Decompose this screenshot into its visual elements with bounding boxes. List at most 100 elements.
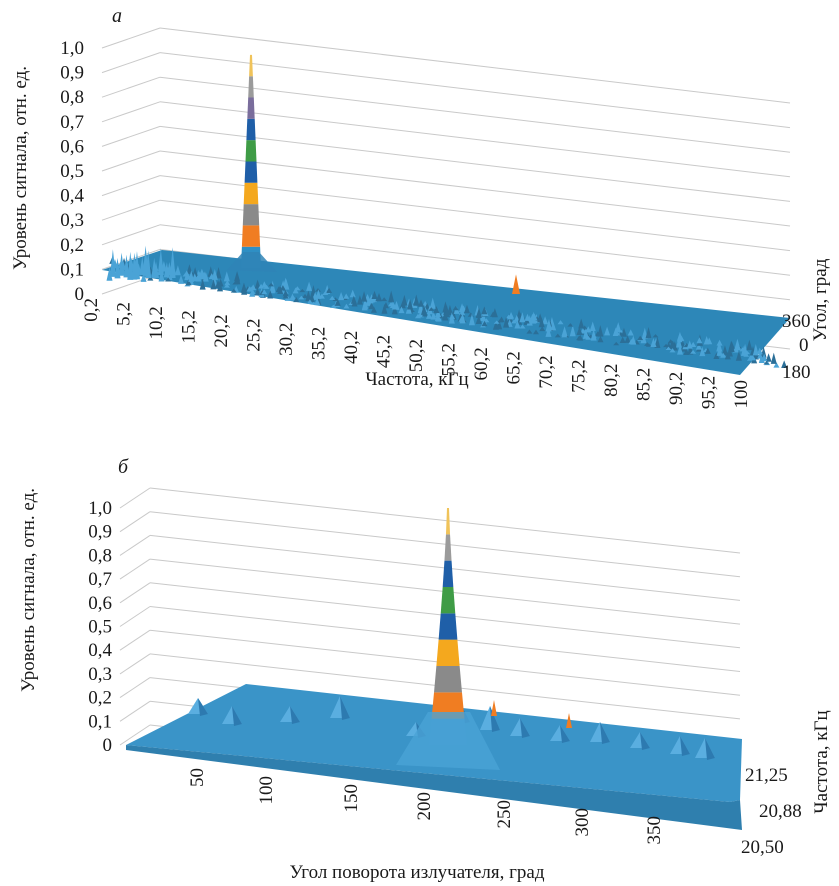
noise-spike: [292, 287, 299, 294]
noise-spike: [569, 325, 576, 337]
noise-spike: [178, 274, 185, 284]
y-tick-label: 0,5: [88, 617, 112, 638]
panel-b-y-tick-labels: 0 0,10,2 0,3 0,40,5 0,6 0,7 0,80,9 1,0: [88, 498, 112, 756]
y-tick-label: 0: [103, 735, 113, 756]
noise-spike: [590, 328, 597, 341]
gridline: [101, 101, 161, 123]
noise-spike: [526, 329, 533, 334]
noise-spike: [503, 316, 510, 328]
noise-spike: [550, 321, 557, 331]
noise-spike: [699, 346, 706, 357]
x-tick-label: 65,2: [504, 351, 525, 384]
noise-spike: [426, 311, 433, 319]
noise-spike: [760, 346, 767, 358]
noise-spike: [576, 326, 583, 336]
noise-spike: [413, 294, 420, 306]
gridline: [101, 125, 161, 147]
noise-spike: [106, 267, 113, 281]
noise-spike: [481, 320, 488, 327]
noise-spike: [258, 283, 265, 289]
x-tick-label: 45,2: [374, 335, 395, 368]
noise-spike: [381, 297, 388, 302]
noise-spike: [628, 338, 635, 345]
peak-band: [248, 76, 254, 98]
noise-spike: [157, 248, 164, 276]
noise-spike: [282, 289, 289, 297]
noise-spike: [306, 299, 313, 304]
chart-panel-a: а 0 0,1 0,2 0,3 0,4 0,5 0,6 0,7 0,8 0,9 1,0 0,2 5,2…: [10, 5, 831, 409]
noise-spike: [513, 314, 520, 322]
peak-band: [440, 587, 456, 614]
noise-spike: [182, 272, 189, 277]
z-tick-label: 0: [799, 335, 809, 356]
gridline: [101, 175, 161, 197]
noise-spike: [215, 267, 222, 279]
noise-spike: [199, 278, 206, 290]
gridline: [119, 653, 151, 675]
gridline: [101, 27, 161, 49]
gridline: [159, 199, 791, 276]
noise-spike: [217, 282, 224, 292]
noise-spike: [770, 352, 777, 364]
noise-spike: [234, 270, 241, 282]
noise-spike: [330, 304, 337, 308]
x-tick-label: 50: [187, 768, 208, 787]
noise-spike: [545, 326, 552, 337]
noise-spike: [752, 344, 759, 356]
y-tick-label: 0,6: [60, 136, 84, 157]
gridline: [159, 150, 791, 227]
noise-spike: [597, 336, 604, 343]
noise-spike: [254, 287, 261, 296]
noise-spike: [223, 271, 230, 282]
noise-spike: [613, 341, 620, 346]
ridge-shadow: [198, 698, 208, 716]
noise-spike: [554, 333, 561, 338]
noise-spike: [567, 323, 574, 327]
noise-spike: [475, 308, 482, 319]
noise-spike: [391, 304, 398, 315]
y-tick-label: 0,9: [88, 522, 112, 543]
noise-spike: [289, 294, 296, 299]
noise-spike: [375, 295, 382, 302]
noise-spike: [434, 312, 441, 322]
noise-spike: [773, 362, 780, 368]
peak-band: [246, 118, 256, 141]
panel-a-surface: [102, 54, 790, 375]
noise-spike: [624, 335, 631, 343]
noise-spike: [677, 344, 684, 355]
x-tick-label: 200: [414, 792, 435, 821]
surface-front-edge: [126, 745, 742, 830]
x-tick-label: 100: [256, 776, 277, 805]
panel-a-y-tick-labels: 0 0,1 0,2 0,3 0,4 0,5 0,6 0,7 0,8 0,9 1,0: [60, 38, 84, 305]
noise-spike: [370, 306, 377, 313]
gridline: [159, 175, 791, 252]
noise-spike: [308, 291, 315, 303]
noise-spike: [721, 345, 728, 356]
noise-spike: [417, 302, 424, 314]
noise-spike: [757, 352, 764, 359]
ridge-shadow: [560, 725, 570, 743]
noise-spike: [158, 269, 165, 282]
x-tick-label: 90,2: [666, 372, 687, 405]
noise-spike: [294, 286, 301, 291]
noise-spike: [524, 313, 531, 321]
ridge-shadow: [232, 706, 242, 726]
gridline: [149, 511, 741, 578]
noise-spike: [726, 346, 733, 357]
noise-spike: [514, 320, 521, 329]
noise-spike: [298, 295, 305, 300]
noise-spike: [539, 326, 546, 332]
noise-spike: [578, 318, 585, 329]
noise-spike: [459, 303, 466, 313]
y-tick-label: 0,6: [88, 593, 112, 614]
noise-spike: [645, 343, 652, 347]
peak-band: [444, 534, 452, 561]
panel-a-z-tick-labels: 360 0 180: [782, 311, 811, 383]
noise-spike: [192, 267, 199, 278]
noise-spike: [557, 320, 564, 325]
gridline: [101, 150, 161, 172]
gridline: [119, 629, 151, 651]
noise-spike: [217, 278, 224, 287]
noise-spike: [210, 279, 217, 290]
gridline: [159, 27, 791, 104]
